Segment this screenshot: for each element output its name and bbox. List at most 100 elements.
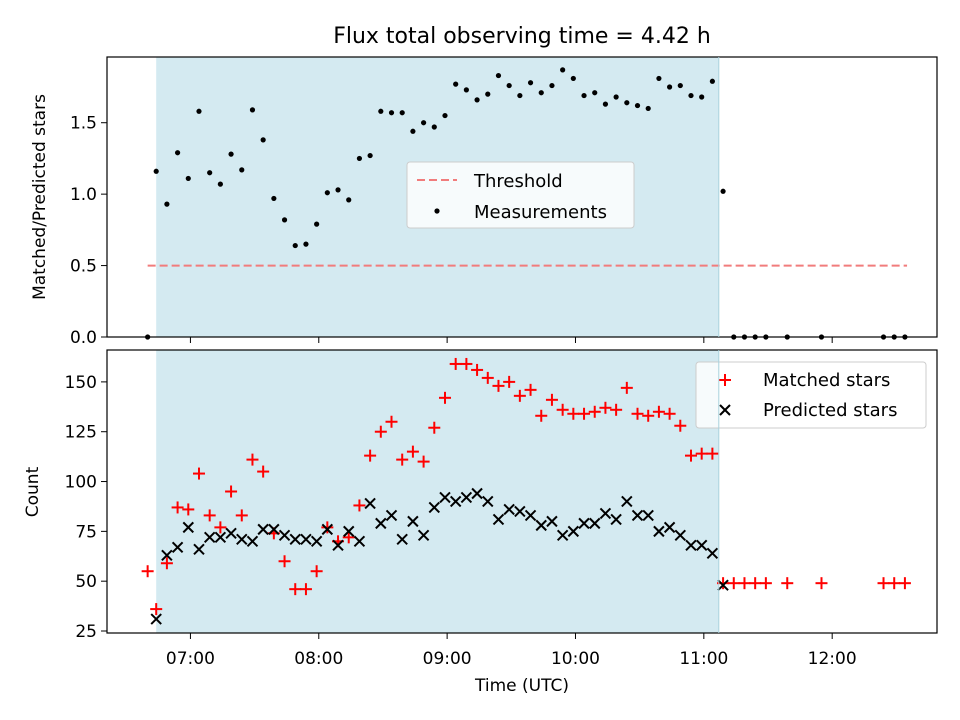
y-tick-label: 0.5 bbox=[70, 257, 97, 277]
matched-stars-point bbox=[898, 577, 911, 590]
predicted-stars-point bbox=[203, 531, 216, 544]
measurement-point bbox=[656, 75, 662, 82]
y-tick-label: 100 bbox=[65, 473, 97, 493]
matched-stars-point bbox=[492, 379, 505, 392]
predicted-stars-point bbox=[663, 521, 676, 534]
matched-stars-point bbox=[588, 405, 601, 418]
measurement-point bbox=[207, 170, 213, 176]
matched-stars-point bbox=[481, 371, 494, 384]
predicted-stars-point bbox=[449, 495, 462, 508]
matched-stars-point bbox=[310, 565, 323, 578]
matched-stars-point bbox=[225, 485, 238, 498]
measurement-point bbox=[196, 108, 202, 114]
matched-stars-point bbox=[364, 449, 377, 462]
measurement-point bbox=[709, 78, 715, 84]
predicted-stars-point bbox=[343, 525, 355, 538]
matched-stars-point bbox=[321, 521, 334, 534]
predicted-stars-point bbox=[599, 507, 612, 520]
measurements-legend-label: Measurements bbox=[474, 202, 607, 223]
predicted-stars-point bbox=[621, 495, 633, 508]
predicted-stars-point bbox=[642, 509, 654, 522]
matched-stars-point bbox=[342, 531, 355, 544]
measurement-point bbox=[228, 151, 234, 157]
measurement-point bbox=[560, 67, 566, 73]
threshold-legend-label: Threshold bbox=[473, 171, 563, 192]
matched-stars-point bbox=[888, 577, 901, 590]
predicted-stars-point bbox=[514, 505, 526, 518]
measurement-point bbox=[378, 108, 384, 114]
measurement-point bbox=[474, 97, 480, 103]
matched-stars-point bbox=[642, 409, 655, 422]
matched-stars-point bbox=[182, 503, 195, 516]
measurement-point bbox=[463, 87, 469, 93]
y-tick-label: 75 bbox=[75, 522, 97, 542]
predicted-stars-point bbox=[460, 491, 473, 504]
predicted-stars-point bbox=[214, 531, 227, 544]
predicted-stars-point bbox=[589, 517, 601, 530]
matched-stars-point bbox=[160, 557, 173, 570]
matched-stars-point bbox=[631, 407, 644, 420]
x-axis-label: Time (UTC) bbox=[474, 676, 569, 696]
measurement-point bbox=[527, 80, 534, 86]
measurement-point bbox=[699, 94, 705, 100]
predicted-stars-point bbox=[332, 539, 344, 552]
measurement-point bbox=[410, 128, 416, 134]
matched-stars-point bbox=[171, 501, 184, 514]
matched-stars-point bbox=[567, 407, 580, 420]
bottom-legend-box bbox=[695, 361, 927, 429]
matched-stars-point bbox=[663, 407, 676, 420]
predicted-stars-point bbox=[407, 515, 419, 528]
measurement-point bbox=[314, 221, 320, 227]
predicted-stars-point bbox=[257, 523, 269, 536]
measurement-point bbox=[292, 242, 298, 249]
predicted-stars-point bbox=[268, 523, 280, 536]
chart-title: Flux total observing time = 4.42 h bbox=[333, 24, 711, 49]
matched-stars-point bbox=[535, 409, 548, 422]
matched-stars-point bbox=[610, 403, 623, 416]
matched-stars-point bbox=[727, 577, 740, 590]
matched-stars-point bbox=[289, 583, 302, 596]
measurement-point bbox=[677, 82, 683, 89]
measurement-point bbox=[388, 110, 395, 116]
measurement-point bbox=[303, 241, 309, 247]
predicted-stars-point bbox=[236, 533, 248, 546]
predicted-stars-legend-label: Predicted stars bbox=[763, 400, 897, 421]
measurement-point bbox=[281, 217, 288, 223]
matched-stars-point bbox=[695, 447, 708, 460]
measurement-point bbox=[174, 150, 181, 156]
matched-stars-point bbox=[815, 577, 828, 590]
predicted-stars-point bbox=[706, 547, 719, 559]
measurement-point bbox=[581, 92, 587, 99]
predicted-stars-point bbox=[150, 613, 162, 625]
matched-stars-point bbox=[417, 455, 430, 468]
x-tick-label: 10:00 bbox=[551, 649, 600, 669]
measurement-point bbox=[164, 201, 170, 207]
predicted-stars-point bbox=[246, 535, 259, 548]
matched-stars-point bbox=[438, 391, 451, 404]
predicted-stars-point bbox=[631, 509, 644, 522]
predicted-stars-point bbox=[396, 533, 408, 546]
matched-stars-point bbox=[150, 603, 163, 616]
measurement-point bbox=[688, 92, 694, 99]
measurement-point bbox=[185, 175, 191, 182]
matched-stars-point bbox=[406, 445, 419, 458]
matched-stars-legend-label: Matched stars bbox=[763, 370, 890, 391]
top-plot-marks bbox=[145, 67, 908, 340]
y-tick-label: 1.0 bbox=[70, 185, 97, 205]
x-tick-label: 12:00 bbox=[808, 649, 857, 669]
matched-stars-point bbox=[556, 403, 569, 416]
measurement-point bbox=[249, 107, 256, 113]
predicted-stars-point bbox=[300, 533, 312, 546]
top-y-axis-label: Matched/Predicted stars bbox=[30, 94, 50, 300]
matched-stars-point bbox=[385, 415, 398, 428]
matched-stars-point bbox=[578, 407, 591, 420]
matched-stars-point bbox=[299, 583, 312, 596]
measurement-point bbox=[239, 167, 245, 173]
predicted-stars-point bbox=[567, 525, 580, 538]
predicted-stars-point bbox=[428, 501, 441, 514]
matched-stars-point bbox=[449, 357, 462, 370]
predicted-stars-point bbox=[546, 515, 558, 528]
measurement-point bbox=[431, 124, 437, 130]
predicted-stars-point bbox=[439, 491, 451, 504]
bottom-panel: 25 50 75 100 125 150 07:00 08:00 09:00 10:00 11:00… bbox=[23, 349, 938, 696]
